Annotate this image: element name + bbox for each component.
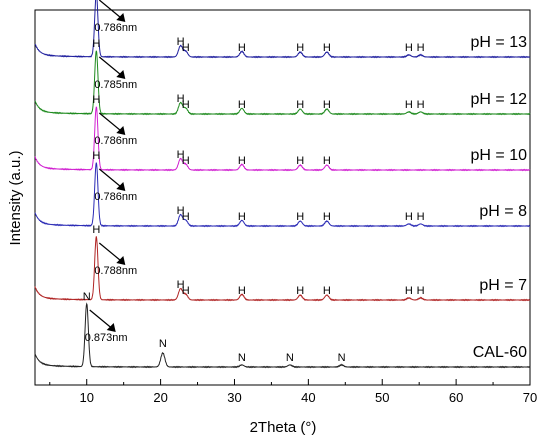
peak-label: H [323,42,331,54]
peak-label: N [286,352,294,364]
series-label: pH = 7 [479,277,527,294]
d-spacing-label: 0.873nm [85,332,128,344]
peak-label: H [177,205,185,217]
x-tick-label: 30 [227,390,241,405]
peak-label: H [323,285,331,297]
d-spacing-label: 0.786nm [94,22,137,34]
peak-label: H [92,150,100,162]
peak-label: H [177,93,185,105]
d-spacing-arrowhead [116,13,126,22]
traces-layer [34,0,531,369]
peak-label: H [177,279,185,291]
peak-label: N [83,291,91,303]
x-tick-label: 60 [449,390,463,405]
peak-label: H [238,99,246,111]
peak-label: H [417,42,425,54]
series-label: pH = 8 [479,203,527,220]
peak-label: H [296,211,304,223]
peak-label: H [182,285,190,297]
d-spacing-label: 0.785nm [94,79,137,91]
peak-label: H [92,38,100,50]
peak-label: H [238,285,246,297]
peak-label: H [405,42,413,54]
d-spacing-arrow [98,168,123,189]
series-trace [34,0,531,59]
peak-label: H [323,211,331,223]
d-spacing-arrowhead [106,323,116,332]
plot-frame [34,9,531,386]
peak-label: H [177,149,185,161]
x-tick-label: 20 [153,390,167,405]
d-spacing-arrow [89,309,114,330]
peak-label: H [238,211,246,223]
peak-label: N [238,352,246,364]
peak-label: H [177,36,185,48]
x-axis-title: 2Theta (°) [250,419,317,436]
peak-label: H [417,99,425,111]
peak-label: H [405,211,413,223]
d-spacing-arrow [98,242,123,263]
series-label: pH = 12 [471,91,528,108]
d-spacing-label: 0.786nm [94,135,137,147]
series-label: CAL-60 [473,344,527,361]
series-label: pH = 10 [471,147,528,164]
d-spacing-label: 0.788nm [94,265,137,277]
d-spacing-arrow [98,0,123,20]
d-spacing-arrow [98,112,123,133]
peak-label: N [159,338,167,350]
d-spacing-arrowhead [116,256,126,265]
series-label: pH = 13 [471,34,528,51]
y-axis-title: Intensity (a.u.) [7,150,24,245]
peak-label: H [238,42,246,54]
peak-label: H [92,224,100,236]
d-spacing-arrowhead [116,126,126,135]
peak-label: H [296,155,304,167]
peak-label: H [417,285,425,297]
peak-label: H [296,42,304,54]
x-tick-label: 10 [79,390,93,405]
peak-label: N [338,352,346,364]
series-trace [34,236,531,302]
x-axis: 10 20 30 40 50 60 70 [49,379,537,405]
peak-label: H [238,155,246,167]
peak-label: H [296,285,304,297]
series-trace [34,302,531,369]
peak-label: H [182,155,190,167]
peak-label: H [182,42,190,54]
peak-label: H [182,99,190,111]
x-tick-label: 40 [301,390,315,405]
x-tick-label: 70 [523,390,537,405]
peak-label: H [323,99,331,111]
series-trace [34,106,531,172]
peak-label: H [405,285,413,297]
d-spacing-arrowhead [116,70,126,79]
peak-label: H [92,94,100,106]
series-trace [34,162,531,228]
peak-label: H [417,211,425,223]
peak-label: H [405,99,413,111]
d-spacing-arrowhead [116,182,126,191]
series-trace [34,50,531,116]
peak-label: H [323,155,331,167]
d-spacing-arrow [98,56,123,77]
peak-label: H [296,99,304,111]
d-spacing-label: 0.786nm [94,191,137,203]
x-tick-label: 50 [375,390,389,405]
peak-label: H [182,211,190,223]
